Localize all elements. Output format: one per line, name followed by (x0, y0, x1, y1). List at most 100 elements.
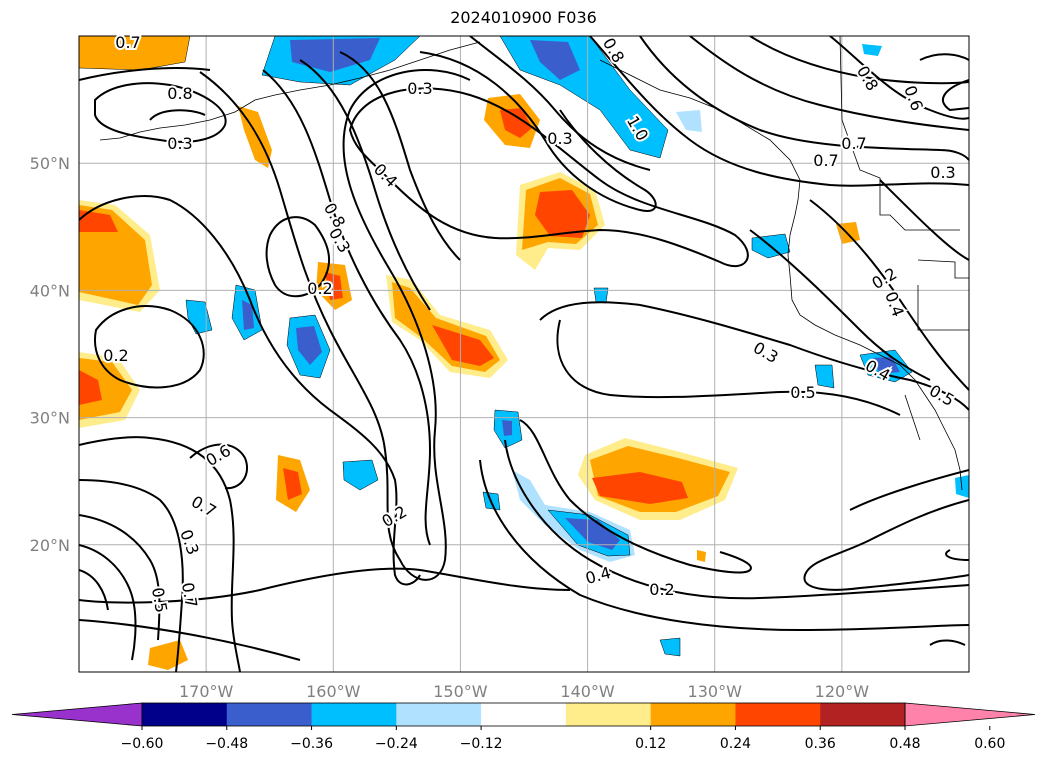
contour-label: 0.3 (930, 163, 955, 182)
contour-line (79, 619, 301, 661)
colorbar-segment (735, 703, 821, 726)
contour-label: 0.5 (148, 586, 171, 614)
contour-label: 0.2 (649, 580, 674, 599)
lon-label: 170°W (179, 682, 234, 701)
contour-line (469, 36, 651, 171)
contour-line (149, 109, 206, 121)
contour-label: 0.7 (188, 492, 220, 521)
positive-anomaly-area (79, 36, 191, 71)
colorbar-segment (650, 703, 736, 726)
lon-label: 150°W (433, 682, 488, 701)
positive-anomaly-area (283, 468, 302, 500)
contour-label: 0.3 (325, 224, 354, 256)
positive-anomaly-area (592, 472, 688, 504)
colorbar-segment (481, 703, 567, 726)
colorbar-tick-label: −0.48 (205, 736, 248, 752)
contour-line (265, 216, 331, 298)
contour-line (199, 69, 471, 581)
colorbar-extend-low (11, 702, 143, 727)
negative-anomaly-area (530, 40, 580, 80)
contour-line (942, 79, 969, 112)
colorbar-segment (565, 703, 652, 726)
negative-anomaly-area (185, 299, 213, 335)
contour-line (79, 569, 109, 611)
negative-anomaly-area (296, 326, 322, 365)
positive-anomaly-area (148, 640, 188, 670)
lon-label: 140°W (560, 682, 615, 701)
contour-line (189, 443, 248, 490)
contour-label: 0.2 (378, 502, 410, 531)
lat-label: 40°N (30, 281, 70, 300)
positive-anomaly-area (79, 370, 102, 405)
negative-anomaly-area (676, 110, 702, 132)
contour-line (803, 499, 969, 591)
contour-label: 0.2 (307, 279, 332, 298)
shaded-anomalies (79, 36, 969, 670)
contour-label: 0.3 (167, 134, 192, 153)
colorbar-tick-label: 0.12 (635, 736, 666, 752)
contour-lines (79, 36, 969, 672)
contour-label: 0.8 (853, 62, 882, 94)
coastline (917, 285, 969, 331)
contour-line (556, 319, 901, 416)
contour-line (829, 36, 969, 120)
contour-label: 0.3 (547, 129, 572, 148)
coastline (599, 59, 963, 491)
contour-line (749, 229, 931, 381)
positive-anomaly-area (238, 106, 272, 168)
contour-line (79, 67, 211, 81)
contour-line (79, 436, 241, 672)
coastline (904, 394, 921, 441)
contour-line (94, 305, 205, 389)
contour-line (79, 567, 571, 604)
contour-label: 0.8 (167, 84, 192, 103)
coastline (99, 41, 481, 141)
contour-label: 0.7 (115, 33, 140, 52)
contour-line (809, 199, 969, 391)
contour-line (94, 82, 227, 143)
positive-anomaly-area (79, 210, 118, 232)
contour-label: 0.6 (900, 83, 927, 113)
contour-label: 0.2 (103, 346, 128, 365)
coastline (839, 36, 960, 231)
negative-anomaly-area (499, 36, 669, 159)
negative-anomaly-area (342, 459, 379, 491)
contour-line (479, 459, 969, 632)
positive-anomaly-area (325, 272, 343, 300)
contour-line (262, 69, 432, 546)
contour-line (79, 479, 184, 672)
contour-label: 0.2 (868, 264, 900, 293)
colorbar-extend-high (904, 702, 1036, 727)
colorbar-segment (396, 703, 482, 726)
contour-label: 0.5 (926, 381, 958, 410)
contour-line (929, 639, 966, 646)
negative-anomaly-area (242, 300, 254, 330)
contour-line (749, 36, 969, 85)
lat-label: 30°N (30, 409, 70, 428)
colorbar-tick-label: −0.60 (121, 736, 164, 752)
lat-label: 50°N (30, 154, 70, 173)
contour-label: 0.3 (176, 527, 203, 557)
contour-line (919, 53, 969, 61)
contour-line (79, 195, 421, 586)
contour-label: 0.7 (813, 151, 838, 170)
negative-anomaly-area (814, 364, 835, 389)
contour-line (79, 514, 161, 641)
lon-label: 120°W (815, 682, 870, 701)
lon-label: 160°W (306, 682, 361, 701)
contour-line (689, 36, 969, 131)
contour-label: 0.7 (841, 134, 866, 153)
contour-line (348, 87, 749, 268)
colorbar-tick-label: −0.24 (375, 736, 418, 752)
negative-anomaly-area (862, 44, 882, 56)
positive-anomaly-area (500, 108, 532, 138)
contour-label: 0.8 (320, 199, 349, 231)
contour-label: 0.4 (881, 289, 908, 319)
contour-line (519, 419, 752, 574)
contour-line (299, 59, 431, 311)
longitude-labels: 170°W 160°W 150°W 140°W 130°W 120°W (179, 682, 869, 701)
colorbar-frame (141, 702, 906, 727)
contour-line (79, 544, 137, 661)
coastlines (99, 36, 969, 491)
